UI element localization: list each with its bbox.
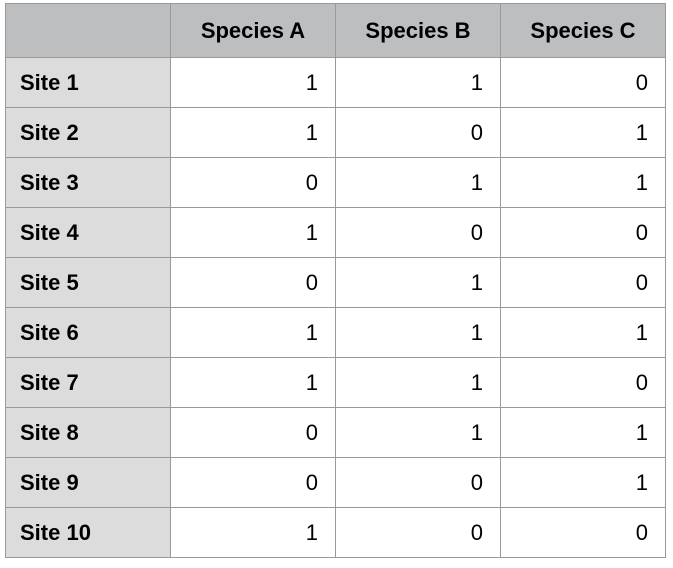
row-label-site-9: Site 9 [5, 457, 171, 508]
table-row: Site 1 1 1 0 [5, 57, 666, 108]
column-header-species-c: Species C [500, 3, 666, 58]
table-row: Site 3 0 1 1 [5, 157, 666, 208]
cell-value: 1 [170, 57, 336, 108]
header-row: Species A Species B Species C [5, 3, 666, 58]
row-label-site-4: Site 4 [5, 207, 171, 258]
row-label-site-10: Site 10 [5, 507, 171, 558]
row-label-site-5: Site 5 [5, 257, 171, 308]
table-row: Site 9 0 0 1 [5, 457, 666, 508]
cell-value: 1 [335, 357, 501, 408]
cell-value: 0 [335, 457, 501, 508]
cell-value: 0 [500, 257, 666, 308]
cell-value: 0 [500, 207, 666, 258]
row-label-site-3: Site 3 [5, 157, 171, 208]
cell-value: 1 [170, 107, 336, 158]
row-label-site-8: Site 8 [5, 407, 171, 458]
cell-value: 0 [335, 507, 501, 558]
cell-value: 1 [500, 157, 666, 208]
table-row: Site 2 1 0 1 [5, 107, 666, 158]
table-row: Site 4 1 0 0 [5, 207, 666, 258]
cell-value: 1 [335, 57, 501, 108]
table-row: Site 7 1 1 0 [5, 357, 666, 408]
cell-value: 1 [170, 307, 336, 358]
table-row: Site 5 0 1 0 [5, 257, 666, 308]
cell-value: 0 [500, 507, 666, 558]
cell-value: 1 [335, 307, 501, 358]
cell-value: 0 [170, 257, 336, 308]
corner-cell [5, 3, 171, 58]
cell-value: 0 [170, 407, 336, 458]
cell-value: 1 [335, 157, 501, 208]
cell-value: 1 [335, 257, 501, 308]
table-row: Site 6 1 1 1 [5, 307, 666, 358]
cell-value: 0 [500, 357, 666, 408]
column-header-species-b: Species B [335, 3, 501, 58]
cell-value: 0 [335, 207, 501, 258]
cell-value: 1 [500, 307, 666, 358]
species-presence-table: Species A Species B Species C Site 1 1 1… [5, 3, 666, 558]
row-label-site-2: Site 2 [5, 107, 171, 158]
table-row: Site 10 1 0 0 [5, 507, 666, 558]
cell-value: 0 [335, 107, 501, 158]
cell-value: 0 [500, 57, 666, 108]
cell-value: 1 [170, 357, 336, 408]
cell-value: 0 [170, 157, 336, 208]
row-label-site-7: Site 7 [5, 357, 171, 408]
row-label-site-6: Site 6 [5, 307, 171, 358]
cell-value: 1 [170, 207, 336, 258]
cell-value: 0 [170, 457, 336, 508]
cell-value: 1 [170, 507, 336, 558]
row-label-site-1: Site 1 [5, 57, 171, 108]
cell-value: 1 [500, 457, 666, 508]
cell-value: 1 [335, 407, 501, 458]
column-header-species-a: Species A [170, 3, 336, 58]
table-row: Site 8 0 1 1 [5, 407, 666, 458]
cell-value: 1 [500, 107, 666, 158]
cell-value: 1 [500, 407, 666, 458]
